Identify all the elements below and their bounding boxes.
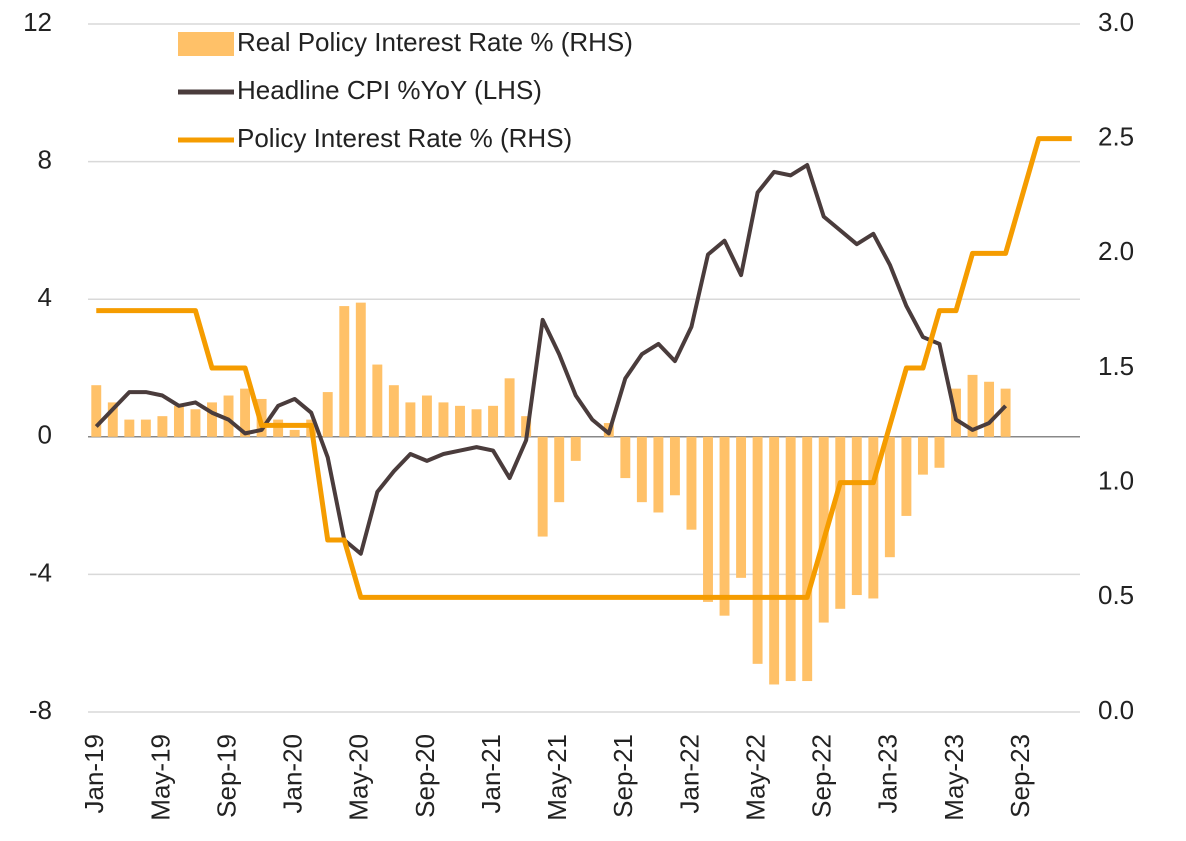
bar <box>124 419 135 437</box>
y-tick-label: 12 <box>23 7 52 37</box>
bar <box>851 436 862 596</box>
bar <box>901 436 912 516</box>
bar <box>703 436 713 602</box>
bar <box>173 405 184 437</box>
y-tick-label: 0 <box>38 420 52 450</box>
bar <box>785 436 796 682</box>
bar <box>207 402 217 437</box>
bar <box>504 378 515 437</box>
y-tick-label: -8 <box>29 695 52 725</box>
bar <box>240 388 251 437</box>
x-tick-label: Sep-23 <box>1005 734 1035 818</box>
x-tick-label: May-22 <box>740 734 770 821</box>
y2-tick-label: 2.0 <box>1098 236 1134 266</box>
bar <box>273 419 284 437</box>
line <box>96 136 1072 600</box>
x-tick-label: Jan-22 <box>674 734 704 814</box>
line <box>94 163 1008 556</box>
bar <box>934 436 945 468</box>
y2-tick-label: 3.0 <box>1098 7 1134 37</box>
x-tick-label: May-20 <box>344 734 374 821</box>
bar <box>355 302 366 437</box>
bar <box>455 405 465 437</box>
bar <box>752 436 763 664</box>
bar <box>967 374 978 437</box>
x-tick-label: Jan-19 <box>79 734 109 814</box>
bar <box>421 395 432 437</box>
bar <box>884 436 895 558</box>
y2-tick-label: 0.0 <box>1098 695 1134 725</box>
bar <box>471 409 482 437</box>
y2-tick-label: 1.5 <box>1098 351 1134 381</box>
x-tick-label: May-21 <box>542 734 572 821</box>
bar <box>570 436 581 461</box>
bar <box>802 436 813 682</box>
x-tick-label: Jan-23 <box>873 734 903 814</box>
x-tick-label: Sep-19 <box>211 734 241 818</box>
bar <box>372 364 383 437</box>
bar <box>620 436 631 479</box>
legend-label: Headline CPI %YoY (LHS) <box>237 75 542 105</box>
bar <box>554 436 565 503</box>
bar <box>917 436 928 475</box>
bar <box>653 436 664 513</box>
legend-label: Policy Interest Rate % (RHS) <box>237 123 572 153</box>
bar <box>405 402 416 437</box>
bar <box>223 395 234 437</box>
x-tick-label: Jan-21 <box>476 734 506 814</box>
y2-tick-label: 2.5 <box>1098 122 1134 152</box>
bar <box>818 436 829 623</box>
bar <box>636 436 647 503</box>
y-tick-label: -4 <box>29 557 52 587</box>
bar <box>289 429 300 437</box>
bar <box>686 436 697 530</box>
y2-tick-label: 1.0 <box>1098 466 1134 496</box>
bar <box>157 416 168 437</box>
y-tick-label: 4 <box>38 282 52 312</box>
bar <box>669 436 680 496</box>
bar <box>190 409 201 437</box>
legend-swatch <box>178 32 234 56</box>
bar <box>1000 388 1011 437</box>
bar <box>868 436 879 599</box>
bar <box>537 436 548 537</box>
bar <box>91 385 102 437</box>
bar <box>438 402 449 437</box>
bar <box>107 402 118 437</box>
bar <box>719 436 730 616</box>
y-tick-label: 8 <box>38 144 52 174</box>
bar <box>835 436 846 609</box>
x-tick-label: May-23 <box>939 734 969 821</box>
x-tick-label: Jan-20 <box>278 734 308 814</box>
bar <box>322 392 333 437</box>
legend-label: Real Policy Interest Rate % (RHS) <box>237 27 633 57</box>
bar <box>339 306 350 437</box>
x-tick-label: May-19 <box>145 734 175 821</box>
bar <box>488 405 499 437</box>
bar <box>388 385 399 437</box>
y2-tick-label: 0.5 <box>1098 580 1134 610</box>
bar <box>736 436 747 578</box>
x-tick-label: Sep-20 <box>410 734 440 818</box>
bar <box>140 419 151 437</box>
x-tick-label: Sep-22 <box>807 734 837 818</box>
bar <box>769 436 780 685</box>
x-tick-label: Sep-21 <box>608 734 638 818</box>
bar <box>984 381 995 437</box>
